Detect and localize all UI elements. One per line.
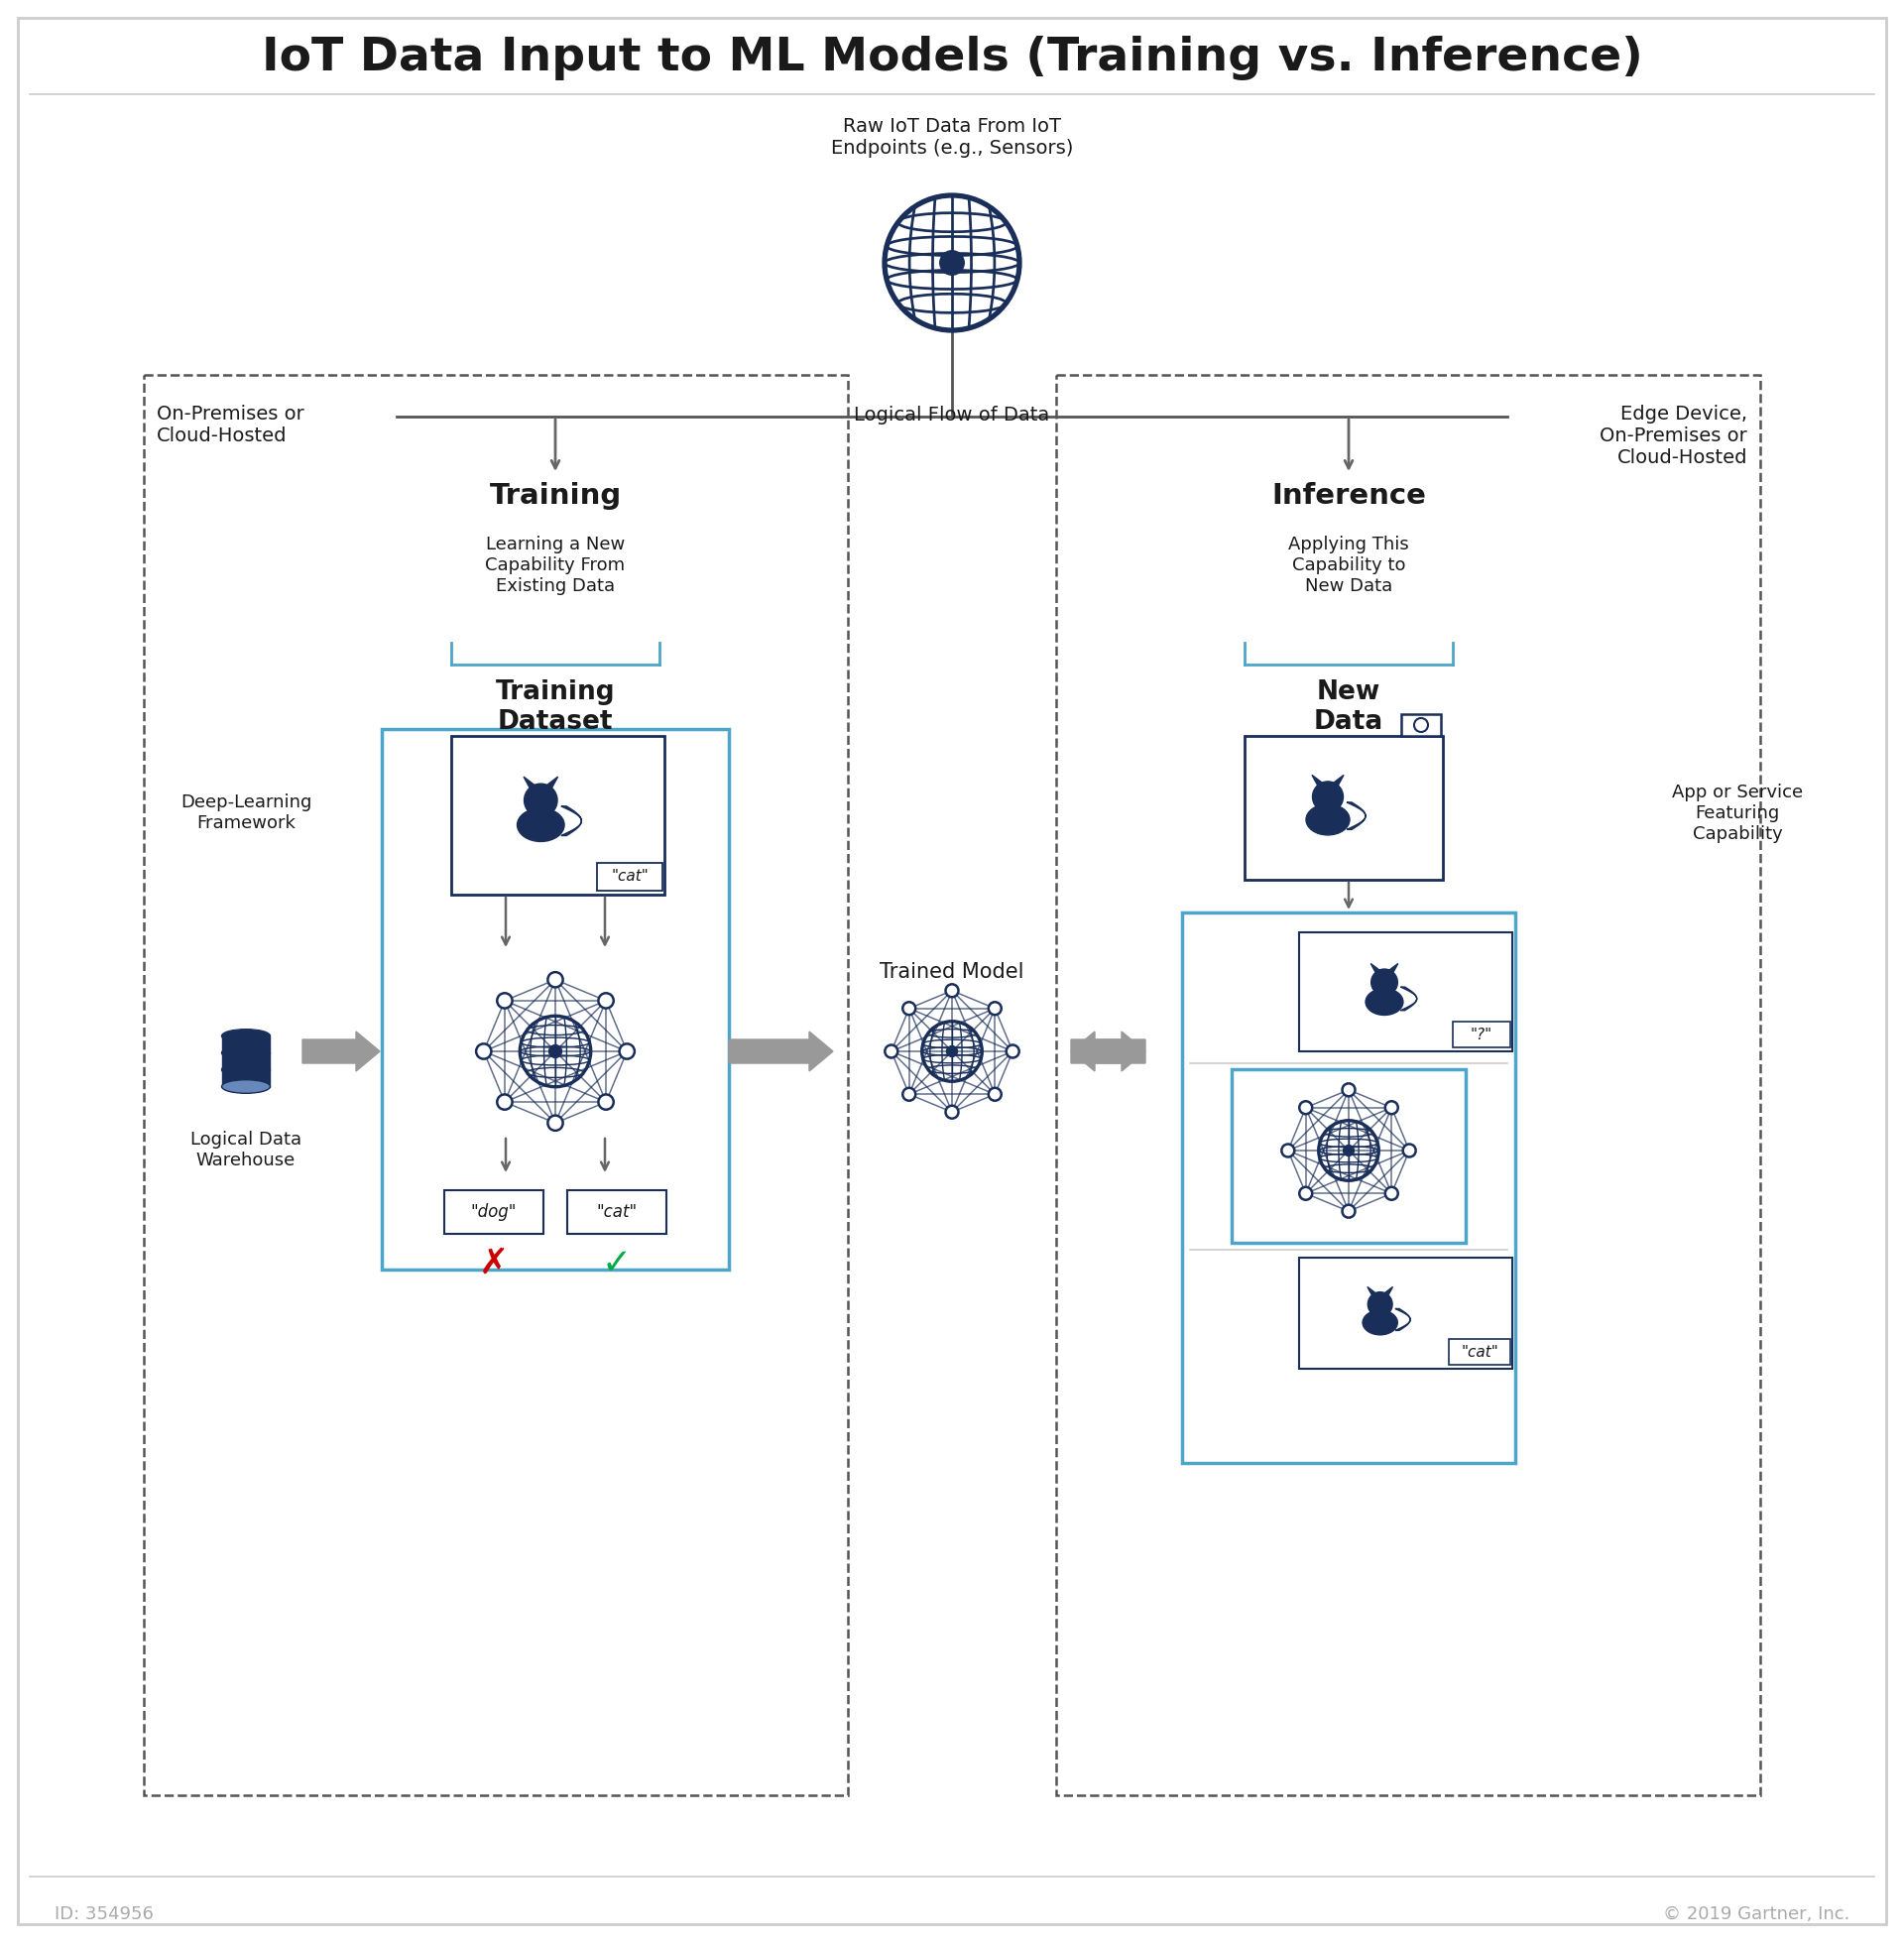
Bar [1299,932,1512,1052]
Ellipse shape [1306,805,1350,834]
Circle shape [548,972,564,988]
Circle shape [1299,1101,1312,1114]
Polygon shape [1396,1309,1411,1330]
Text: Learning a New
Capability From
Existing Data: Learning a New Capability From Existing … [486,535,625,595]
Text: App or Service
Featuring
Capability: App or Service Featuring Capability [1672,784,1803,842]
Text: Trained Model: Trained Model [880,963,1024,982]
Bar [221,1070,270,1087]
Circle shape [476,1044,491,1058]
Polygon shape [1401,986,1417,1011]
Bar [451,735,664,895]
Circle shape [988,1002,1002,1015]
Ellipse shape [221,1046,270,1060]
Circle shape [941,251,963,274]
Circle shape [902,1002,916,1015]
Ellipse shape [1363,1311,1398,1334]
Polygon shape [1070,1031,1146,1072]
Polygon shape [1312,774,1325,786]
Circle shape [619,1044,634,1058]
Text: ✗: ✗ [478,1247,508,1280]
Circle shape [1005,1044,1019,1058]
Circle shape [1384,1101,1398,1114]
Polygon shape [1367,1288,1377,1295]
Bar [383,729,729,1270]
Ellipse shape [221,1064,270,1076]
Text: "cat": "cat" [596,1204,638,1221]
Polygon shape [1331,774,1344,786]
Text: On-Premises or
Cloud-Hosted: On-Premises or Cloud-Hosted [156,405,305,445]
Text: "dog": "dog" [470,1204,516,1221]
Bar [567,1190,666,1233]
Circle shape [1342,1146,1354,1155]
Bar [1245,735,1443,879]
Text: Edge Device,
On-Premises or
Cloud-Hosted: Edge Device, On-Premises or Cloud-Hosted [1599,405,1748,467]
Text: Inference: Inference [1272,482,1426,510]
Circle shape [946,984,958,998]
Text: © 2019 Gartner, Inc.: © 2019 Gartner, Inc. [1662,1906,1849,1924]
Ellipse shape [221,1079,270,1093]
Polygon shape [1346,801,1365,831]
Polygon shape [1388,963,1398,972]
Bar [444,1190,543,1233]
Text: Training
Dataset: Training Dataset [495,679,615,735]
Circle shape [902,1087,916,1101]
Circle shape [598,994,613,1008]
Ellipse shape [518,809,564,842]
Polygon shape [1070,1031,1146,1072]
Circle shape [1415,718,1428,731]
Circle shape [1367,1291,1392,1317]
Bar [221,1037,270,1052]
Text: Applying This
Capability to
New Data: Applying This Capability to New Data [1289,535,1409,595]
Polygon shape [729,1031,834,1072]
Circle shape [1342,1083,1356,1097]
Circle shape [548,1044,562,1058]
Bar [1057,375,1759,1795]
Bar [1449,1338,1510,1365]
Circle shape [1312,782,1342,813]
Polygon shape [1382,1288,1394,1295]
Text: ID: 354956: ID: 354956 [55,1906,154,1924]
Polygon shape [1371,963,1382,972]
Bar [1232,1070,1466,1243]
Text: "?": "?" [1470,1027,1493,1043]
Polygon shape [562,805,581,836]
Ellipse shape [1365,988,1403,1015]
Polygon shape [545,776,558,788]
Text: IoT Data Input to ML Models (Training vs. Inference): IoT Data Input to ML Models (Training vs… [261,35,1643,80]
Circle shape [988,1087,1002,1101]
Circle shape [497,994,512,1008]
Bar [145,375,847,1795]
Ellipse shape [221,1029,270,1043]
Text: Logical Data
Warehouse: Logical Data Warehouse [190,1130,301,1169]
Circle shape [946,1046,958,1056]
Text: Raw IoT Data From IoT
Endpoints (e.g., Sensors): Raw IoT Data From IoT Endpoints (e.g., S… [830,117,1074,158]
Text: "cat": "cat" [1460,1344,1498,1360]
Text: ✓: ✓ [602,1247,632,1280]
Bar [598,864,663,891]
Circle shape [1299,1186,1312,1200]
Circle shape [1281,1144,1295,1157]
Circle shape [598,1095,613,1109]
Bar [1401,714,1441,735]
Circle shape [1403,1144,1417,1157]
Text: New
Data: New Data [1314,679,1384,735]
Bar [1299,1258,1512,1369]
Polygon shape [303,1031,379,1072]
Bar [1182,912,1516,1463]
Text: Logical Flow of Data: Logical Flow of Data [855,405,1049,424]
Circle shape [885,1044,899,1058]
Circle shape [1342,1204,1356,1218]
Circle shape [524,784,558,817]
Text: Deep-Learning
Framework: Deep-Learning Framework [181,794,312,832]
Text: Training: Training [489,482,621,510]
Circle shape [497,1095,512,1109]
Polygon shape [524,776,537,788]
Circle shape [1384,1186,1398,1200]
Circle shape [946,1105,958,1118]
Bar [221,1052,270,1070]
Bar [1453,1021,1510,1048]
Text: "cat": "cat" [611,869,649,885]
Circle shape [1371,969,1398,996]
Circle shape [548,1114,564,1130]
